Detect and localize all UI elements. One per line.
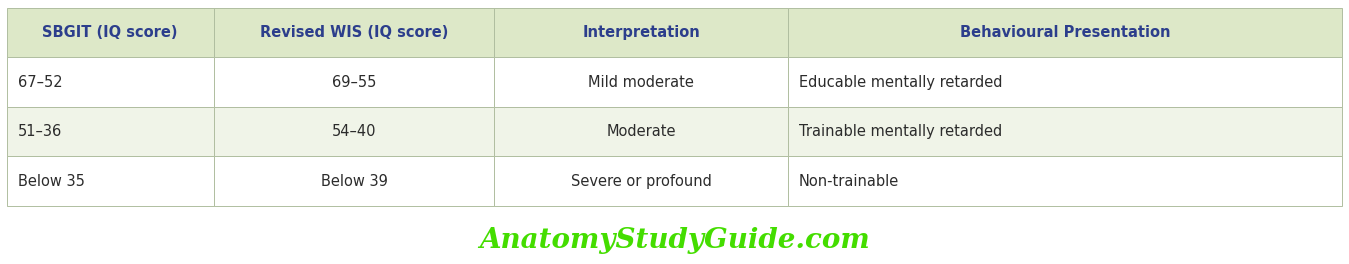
Text: Trainable mentally retarded: Trainable mentally retarded <box>799 124 1002 139</box>
FancyBboxPatch shape <box>788 58 1342 107</box>
Text: 51–36: 51–36 <box>18 124 62 139</box>
FancyBboxPatch shape <box>788 107 1342 156</box>
Text: Behavioural Presentation: Behavioural Presentation <box>960 25 1171 40</box>
FancyBboxPatch shape <box>7 156 213 206</box>
FancyBboxPatch shape <box>213 8 494 58</box>
Text: Severe or profound: Severe or profound <box>571 174 711 189</box>
Text: Educable mentally retarded: Educable mentally retarded <box>799 75 1002 90</box>
FancyBboxPatch shape <box>7 107 213 156</box>
Text: Below 39: Below 39 <box>321 174 387 189</box>
FancyBboxPatch shape <box>213 156 494 206</box>
FancyBboxPatch shape <box>494 107 788 156</box>
Text: Non-trainable: Non-trainable <box>799 174 898 189</box>
FancyBboxPatch shape <box>494 58 788 107</box>
Text: SBGIT (IQ score): SBGIT (IQ score) <box>43 25 178 40</box>
Text: Revised WIS (IQ score): Revised WIS (IQ score) <box>260 25 448 40</box>
FancyBboxPatch shape <box>213 58 494 107</box>
FancyBboxPatch shape <box>7 58 213 107</box>
Text: Mild moderate: Mild moderate <box>588 75 693 90</box>
FancyBboxPatch shape <box>788 156 1342 206</box>
Text: Below 35: Below 35 <box>18 174 85 189</box>
Text: AnatomyStudyGuide.com: AnatomyStudyGuide.com <box>479 227 870 254</box>
Text: 54–40: 54–40 <box>332 124 376 139</box>
Text: Moderate: Moderate <box>606 124 676 139</box>
FancyBboxPatch shape <box>7 8 213 58</box>
Text: Interpretation: Interpretation <box>583 25 700 40</box>
Text: 69–55: 69–55 <box>332 75 376 90</box>
FancyBboxPatch shape <box>788 8 1342 58</box>
FancyBboxPatch shape <box>494 8 788 58</box>
FancyBboxPatch shape <box>494 156 788 206</box>
FancyBboxPatch shape <box>213 107 494 156</box>
Text: 67–52: 67–52 <box>18 75 62 90</box>
